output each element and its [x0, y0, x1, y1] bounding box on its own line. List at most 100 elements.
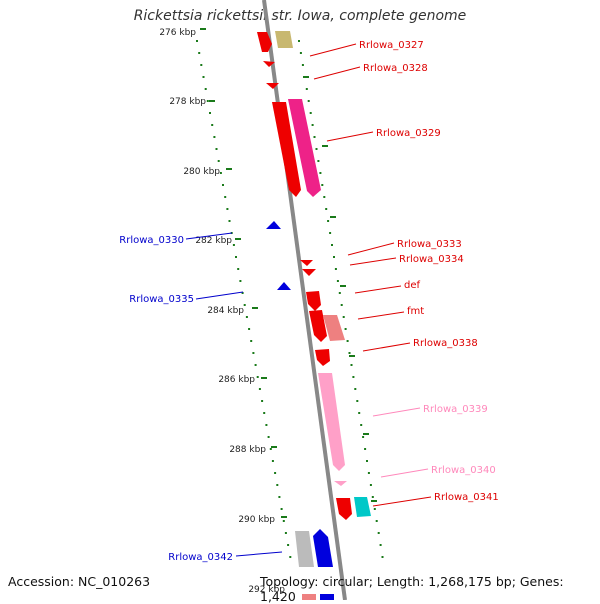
tick-dot — [381, 556, 384, 558]
gene-magenta[interactable] — [288, 99, 321, 197]
gene-rrlowa-0328b[interactable] — [266, 83, 279, 89]
tick-dot — [325, 208, 328, 210]
tick-dot — [311, 124, 314, 126]
tick-dot — [367, 472, 370, 474]
tick-label: 280 kbp — [183, 167, 220, 177]
tick-mark — [261, 377, 267, 379]
gene-partial-blue — [320, 594, 334, 600]
gene-label[interactable]: Rrlowa_0334 — [399, 254, 464, 265]
gene-rrlowa-0327[interactable] — [257, 32, 272, 52]
tick-dot — [313, 136, 316, 138]
tick-dot — [340, 304, 343, 306]
tick-label: 284 kbp — [207, 306, 244, 316]
gene-salmon[interactable] — [323, 315, 345, 341]
tick-mark — [200, 28, 206, 30]
tick-mark — [252, 307, 258, 309]
tick-dot — [309, 112, 312, 114]
tick-dot — [258, 388, 261, 390]
gene-label[interactable]: fmt — [407, 306, 424, 317]
tick-marks — [200, 28, 377, 518]
tick-mark — [340, 285, 346, 287]
gene-label[interactable]: Rrlowa_0340 — [431, 465, 496, 476]
tick-dot — [241, 292, 244, 294]
gene-features — [257, 31, 371, 600]
gene-olive[interactable] — [275, 31, 293, 48]
gene-label[interactable]: Rrlowa_0335 — [129, 294, 194, 305]
gene-label[interactable]: Rrlowa_0339 — [423, 404, 488, 415]
tick-dot-columns — [196, 40, 384, 558]
tick-dot — [301, 64, 304, 66]
gene-rrlowa-0338[interactable] — [315, 349, 330, 366]
tick-dot — [282, 520, 285, 522]
tick-dot — [327, 220, 330, 222]
tick-dot — [209, 112, 211, 114]
gene-rrlowa-0339[interactable] — [318, 373, 345, 471]
tick-mark — [349, 355, 355, 357]
tick-mark — [303, 76, 309, 78]
gene-fmt[interactable] — [309, 310, 327, 342]
tick-dot — [215, 148, 218, 150]
tick-dot — [329, 232, 332, 234]
gene-label[interactable]: Rrlowa_0327 — [359, 40, 424, 51]
tick-dot — [375, 520, 378, 522]
gene-rrlowa-0342[interactable] — [295, 531, 314, 567]
gene-label[interactable]: Rrlowa_0328 — [363, 63, 428, 74]
tick-dot — [263, 412, 266, 414]
tick-mark — [371, 500, 377, 502]
tick-dot — [237, 268, 240, 270]
tick-dot — [239, 280, 242, 282]
tick-dot — [344, 328, 347, 330]
tick-dot — [224, 196, 227, 198]
tick-dot — [202, 76, 205, 78]
tick-dot — [200, 64, 203, 66]
tick-dot — [369, 484, 372, 486]
tick-dot — [298, 40, 300, 42]
gene-rrlowa-0328a[interactable] — [263, 61, 275, 67]
tick-label: 288 kbp — [229, 445, 266, 455]
tick-dot — [232, 244, 235, 246]
tick-dot — [198, 52, 201, 54]
tick-dot — [211, 124, 214, 126]
tick-dot — [315, 148, 318, 150]
gene-rrlowa-0330[interactable] — [266, 221, 281, 229]
tick-dot — [317, 160, 320, 162]
gene-blue[interactable] — [313, 529, 333, 567]
gene-label[interactable]: Rrlowa_0338 — [413, 338, 478, 349]
gene-rrlowa-0333[interactable] — [300, 260, 313, 266]
tick-label: 278 kbp — [169, 97, 206, 107]
gene-rrlowa-0334[interactable] — [302, 269, 316, 276]
gene-label[interactable]: Rrlowa_0330 — [119, 235, 184, 246]
tick-dot — [336, 280, 339, 282]
tick-label: 292 kbp — [248, 585, 285, 595]
tick-label: 282 kbp — [195, 236, 232, 246]
tick-dot — [342, 316, 345, 318]
accession-label: Accession: NC_010263 — [8, 574, 151, 589]
tick-dot — [360, 424, 363, 426]
gene-rrlowa-0341[interactable] — [336, 498, 352, 520]
tick-dot — [331, 244, 333, 246]
tick-dot — [348, 352, 351, 354]
gene-label[interactable]: Rrlowa_0342 — [168, 552, 233, 563]
tick-mark — [363, 433, 369, 435]
gene-label[interactable]: Rrlowa_0329 — [376, 128, 441, 139]
tick-dot — [289, 556, 292, 558]
gene-label[interactable]: def — [404, 280, 421, 291]
gene-cyan[interactable] — [354, 497, 371, 517]
gene-label[interactable]: Rrlowa_0333 — [397, 239, 462, 250]
tick-label: 276 kbp — [159, 28, 196, 38]
tick-dot — [358, 412, 361, 414]
tick-dot — [271, 460, 274, 462]
tick-dot — [274, 472, 277, 474]
tick-dot — [362, 436, 365, 438]
genome-backbone — [262, 0, 347, 600]
gene-label[interactable]: Rrlowa_0341 — [434, 492, 499, 503]
tick-dot — [323, 196, 326, 198]
tick-dot — [196, 40, 198, 42]
gene-def[interactable] — [306, 291, 321, 311]
tick-dot — [213, 136, 216, 138]
tick-dot — [269, 448, 272, 450]
gene-rrlowa-0335[interactable] — [277, 282, 291, 290]
gene-rrlowa-0340[interactable] — [334, 481, 347, 486]
tick-dot — [287, 544, 290, 546]
gene-rrlowa-0329[interactable] — [272, 102, 301, 197]
